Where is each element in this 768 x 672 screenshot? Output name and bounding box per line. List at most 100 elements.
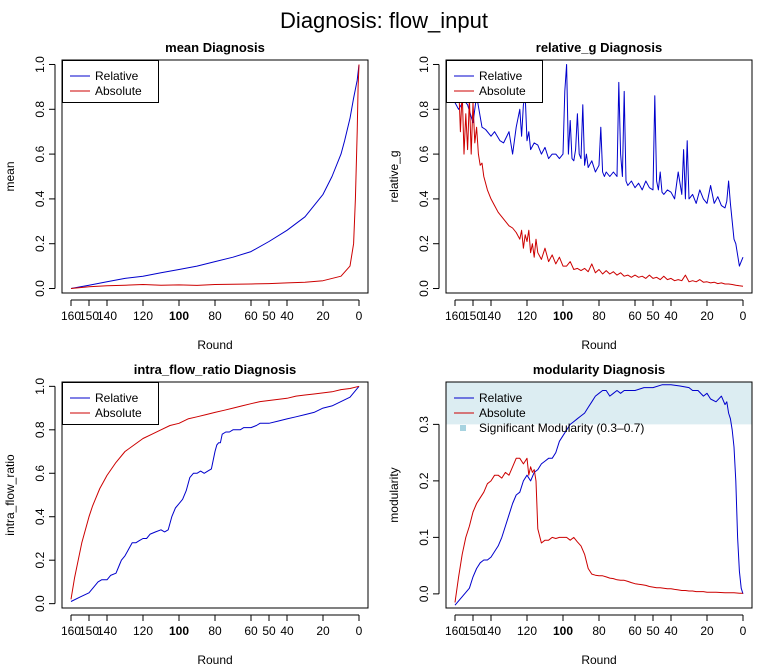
- x-axis-title: Round: [581, 653, 616, 667]
- y-tick-label: 0.2: [417, 235, 431, 252]
- x-tick-label: 150: [463, 624, 483, 638]
- x-tick-label: 160: [61, 624, 81, 638]
- x-tick-label: 120: [517, 624, 537, 638]
- legend-box: [62, 382, 159, 425]
- series-line-absolute: [70, 64, 360, 289]
- y-tick-label: 0.8: [417, 101, 431, 118]
- y-axis-title: modularity: [387, 467, 401, 522]
- y-tick-label: 0.8: [33, 101, 47, 118]
- plot-frame: [61, 59, 369, 294]
- x-tick-label: 140: [481, 309, 501, 323]
- x-tick-label: 0: [740, 309, 747, 323]
- x-tick-label: 20: [316, 624, 330, 638]
- y-tick-label: 0.0: [33, 280, 47, 297]
- legend-label: Absolute: [95, 406, 142, 420]
- y-tick-label: 0.8: [33, 421, 47, 438]
- x-tick-label: 100: [553, 624, 573, 638]
- x-axis-title: Round: [581, 338, 616, 352]
- y-tick-label: 0.0: [417, 585, 431, 602]
- x-tick-label: 150: [79, 624, 99, 638]
- x-tick-label: 0: [356, 309, 363, 323]
- legend-label: Relative: [479, 69, 523, 83]
- significance-band: [446, 382, 752, 425]
- x-tick-label: 140: [481, 624, 501, 638]
- plot-frame: [445, 59, 753, 294]
- y-tick-label: 0.6: [33, 465, 47, 482]
- x-tick-label: 40: [664, 624, 678, 638]
- x-tick-label: 100: [169, 309, 189, 323]
- y-tick-label: 1.0: [33, 56, 47, 73]
- x-tick-label: 0: [356, 624, 363, 638]
- legend-label: Significant Modularity (0.3–0.7): [479, 421, 644, 435]
- x-tick-label: 50: [646, 309, 660, 323]
- legend-label: Relative: [95, 69, 139, 83]
- x-tick-label: 120: [517, 309, 537, 323]
- series-line-relative: [454, 64, 744, 267]
- y-tick-label: 0.2: [33, 552, 47, 569]
- x-tick-label: 120: [133, 309, 153, 323]
- panel-title: modularity Diagnosis: [533, 362, 665, 377]
- series-line-absolute: [454, 75, 744, 287]
- legend-label: Relative: [479, 391, 523, 405]
- legend-swatch: [460, 425, 466, 431]
- x-tick-label: 50: [262, 309, 276, 323]
- y-axis-title: mean: [3, 161, 17, 191]
- y-tick-label: 0.0: [33, 595, 47, 612]
- y-tick-label: 1.0: [33, 378, 47, 395]
- panel-title: relative_g Diagnosis: [536, 40, 662, 55]
- x-tick-label: 60: [628, 309, 642, 323]
- plot-frame: [445, 381, 753, 609]
- x-tick-label: 160: [445, 624, 465, 638]
- x-tick-label: 160: [445, 309, 465, 323]
- y-tick-label: 0.2: [417, 472, 431, 489]
- y-tick-label: 0.3: [417, 416, 431, 433]
- y-tick-label: 0.4: [417, 190, 431, 207]
- panel-title: mean Diagnosis: [165, 40, 265, 55]
- x-tick-label: 20: [316, 309, 330, 323]
- y-tick-label: 0.1: [417, 529, 431, 546]
- series-line-relative: [70, 64, 360, 289]
- x-tick-label: 40: [664, 309, 678, 323]
- y-tick-label: 0.2: [33, 235, 47, 252]
- y-tick-label: 1.0: [417, 56, 431, 73]
- plot-frame: [61, 381, 369, 609]
- y-tick-label: 0.6: [417, 145, 431, 162]
- series-line-relative: [454, 384, 744, 606]
- x-tick-label: 40: [280, 309, 294, 323]
- legend-box: [62, 60, 159, 103]
- y-tick-label: 0.0: [417, 280, 431, 297]
- x-tick-label: 50: [262, 624, 276, 638]
- series-line-relative: [70, 385, 360, 602]
- series-line-absolute: [70, 385, 360, 600]
- x-tick-label: 0: [740, 624, 747, 638]
- x-tick-label: 20: [700, 624, 714, 638]
- legend-label: Relative: [95, 391, 139, 405]
- x-tick-label: 80: [208, 309, 222, 323]
- x-tick-label: 80: [592, 309, 606, 323]
- legend-label: Absolute: [95, 84, 142, 98]
- x-tick-label: 40: [280, 624, 294, 638]
- y-axis-title: relative_g: [387, 150, 401, 202]
- figure-title: Diagnosis: flow_input: [280, 8, 488, 33]
- x-tick-label: 60: [628, 624, 642, 638]
- x-tick-label: 100: [553, 309, 573, 323]
- y-tick-label: 0.6: [33, 145, 47, 162]
- x-tick-label: 80: [592, 624, 606, 638]
- x-tick-label: 60: [244, 624, 258, 638]
- x-tick-label: 140: [97, 309, 117, 323]
- x-tick-label: 80: [208, 624, 222, 638]
- x-tick-label: 120: [133, 624, 153, 638]
- x-tick-label: 160: [61, 309, 81, 323]
- x-axis-title: Round: [197, 653, 232, 667]
- y-tick-label: 0.4: [33, 508, 47, 525]
